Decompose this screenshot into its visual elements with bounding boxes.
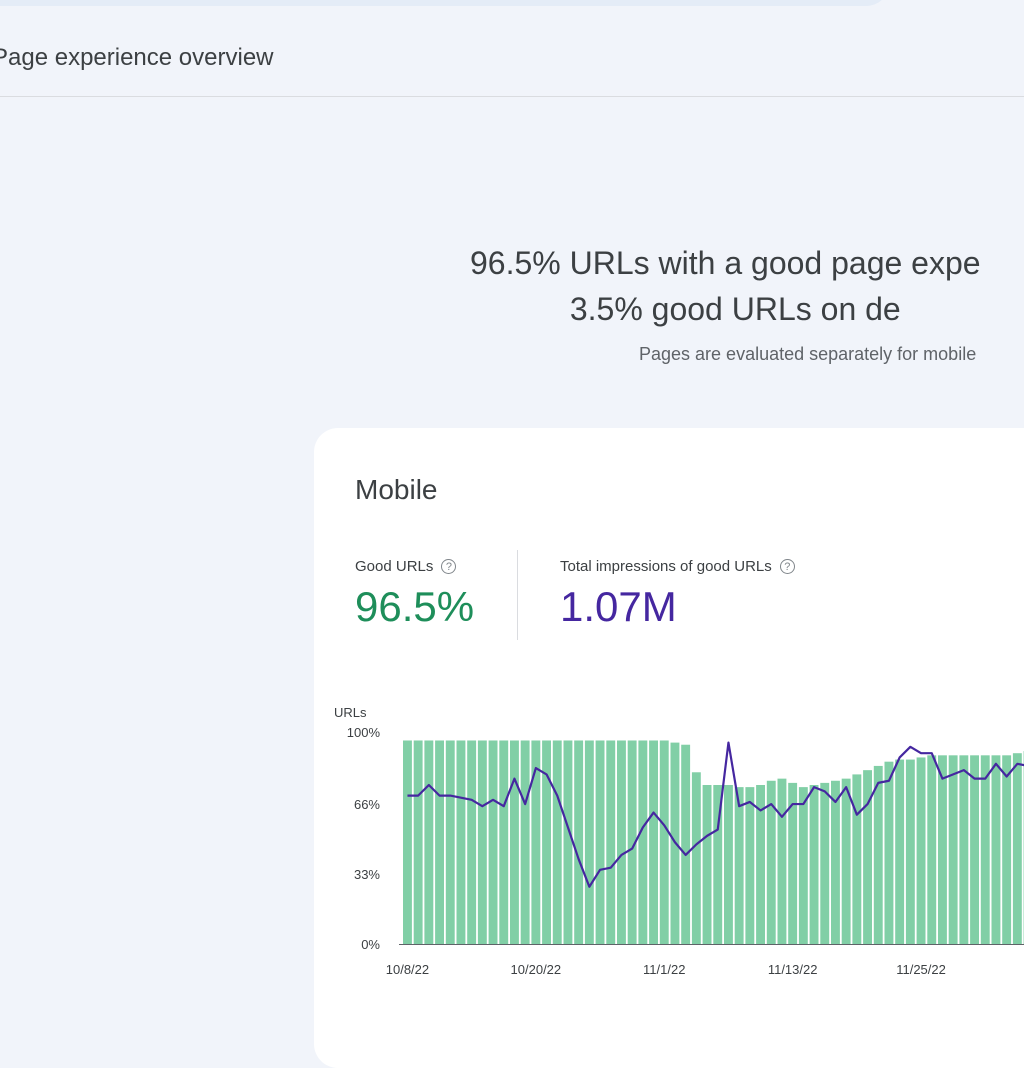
bar [842,779,851,944]
bar [778,779,787,944]
bar [852,774,861,944]
bar [424,740,433,944]
bar [831,781,840,944]
bar [414,740,423,944]
y-tick-label: 100% [347,725,381,740]
bar [885,762,894,944]
bar [660,740,669,944]
bar [457,740,466,944]
bar [992,755,1001,944]
bar [606,740,615,944]
bar [906,760,915,944]
y-tick-label: 33% [354,867,380,882]
x-tick-label: 10/8/22 [386,962,429,977]
bar [692,772,701,944]
bar [510,740,519,944]
bar [564,740,573,944]
bar [649,740,658,944]
bar [810,785,819,944]
bar [617,740,626,944]
bar [799,787,808,944]
bar [927,755,936,944]
bar-series [403,740,1024,944]
bar [542,740,551,944]
bar [970,755,979,944]
bar [553,740,562,944]
bar [895,760,904,944]
bar [745,787,754,944]
bar [917,757,926,944]
bar [489,740,498,944]
bar [735,787,744,944]
y-tick-label: 66% [354,797,380,812]
mobile-urls-chart: URLs 0% 33% 66% 100% 10/8/22 10/20/22 11/1/22… [0,0,1024,1024]
bar [521,740,530,944]
x-tick-label: 11/13/22 [768,962,818,977]
bar [1013,753,1022,944]
bar [585,740,594,944]
y-tick-label: 0% [361,937,380,952]
bar [959,755,968,944]
bar [938,755,947,944]
x-tick-label: 11/1/22 [643,962,685,977]
bar [981,755,990,944]
x-tick-label: 10/20/22 [511,962,562,977]
x-tick-label: 11/25/22 [896,962,946,977]
bar [478,740,487,944]
bar [467,740,476,944]
bar [703,785,712,944]
y-axis-label: URLs [334,705,367,720]
bar [596,740,605,944]
bar [499,740,508,944]
bar [820,783,829,944]
bar [403,740,412,944]
bar [435,740,444,944]
bar [681,745,690,944]
bar [1002,755,1011,944]
bar [874,766,883,944]
bar [574,740,583,944]
bar [949,755,958,944]
bar [446,740,455,944]
x-axis: 10/8/22 10/20/22 11/1/22 11/13/22 11/25/22 [386,962,946,977]
bar [724,785,733,944]
bar [638,740,647,944]
